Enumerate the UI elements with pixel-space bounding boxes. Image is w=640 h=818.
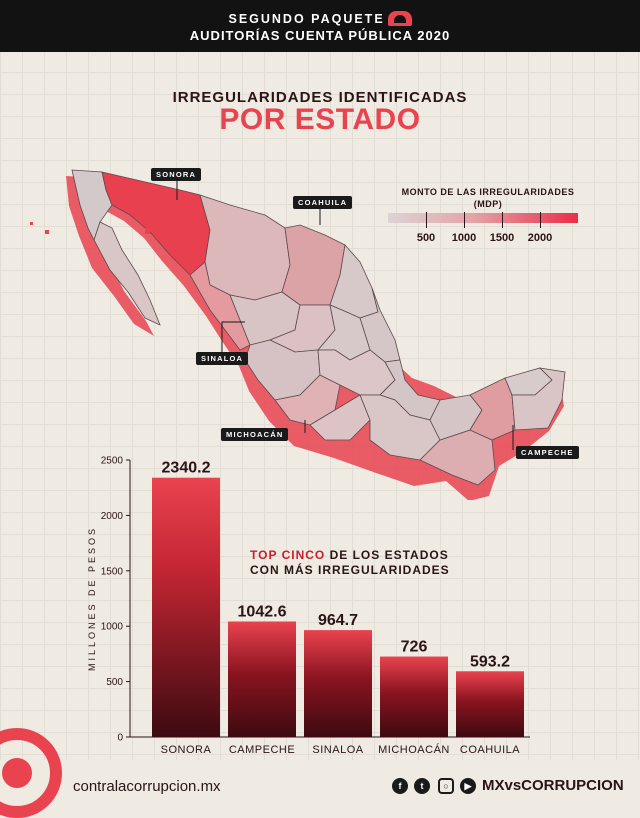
y-tick-label: 2500 bbox=[101, 456, 124, 467]
y-tick-label: 1000 bbox=[101, 622, 124, 633]
legend-title-line2: (MDP) bbox=[473, 199, 503, 209]
bar bbox=[152, 477, 220, 737]
bar-value-label: 726 bbox=[401, 639, 428, 656]
map-label-sonora: SONORA bbox=[151, 168, 202, 181]
footer: contralacorrupcion.mx f t ○ ▶ MXvsCORRUP… bbox=[0, 728, 640, 818]
state-michoacan bbox=[274, 374, 341, 426]
footer-url-link[interactable]: contralacorrupcion.mx bbox=[73, 778, 221, 795]
map-label-campeche: CAMPECHE bbox=[516, 446, 579, 459]
footer-handle[interactable]: MXvsCORRUPCION bbox=[482, 777, 624, 794]
x-tick-label: COAHUILA bbox=[460, 744, 520, 756]
legend-tick-label: 500 bbox=[416, 232, 436, 244]
bar-value-label: 2340.2 bbox=[162, 460, 211, 477]
state-sonora bbox=[101, 171, 211, 276]
header-bar: SEGUNDO PAQUETE DE AUDITORÍAS CUENTA PÚB… bbox=[0, 0, 640, 52]
x-tick-label: MICHOACÁN bbox=[378, 743, 450, 756]
map-label-sinaloa: SINALOA bbox=[196, 352, 249, 365]
bar-value-label: 964.7 bbox=[318, 612, 358, 629]
chart-annotation: TOP CINCO DE LOS ESTADOS CON MÁS IRREGUL… bbox=[250, 548, 450, 578]
bar-value-label: 1042.6 bbox=[238, 603, 287, 620]
chart-annotation-line1: TOP CINCO DE LOS ESTADOS bbox=[250, 548, 450, 563]
bar-chart: 0 500 1000 1500 2000 2500 MILLONES DE PESOS 23… bbox=[87, 456, 530, 756]
map-label-coahuila: COAHUILA bbox=[293, 196, 353, 209]
x-tick-label: SONORA bbox=[161, 744, 212, 756]
legend-tick-label: 1500 bbox=[489, 232, 515, 244]
instagram-icon[interactable]: ○ bbox=[438, 778, 454, 794]
bar-value-label: 593.2 bbox=[470, 653, 510, 670]
chart-annotation-line2: CON MÁS IRREGULARIDADES bbox=[250, 563, 450, 577]
y-tick-label: 500 bbox=[106, 677, 123, 688]
map-islands bbox=[30, 222, 150, 234]
state-quintana-roo bbox=[511, 367, 566, 431]
bar bbox=[228, 621, 296, 737]
header-line2: AUDITORÍAS CUENTA PÚBLICA 2020 bbox=[189, 28, 451, 43]
legend-tick bbox=[426, 212, 427, 228]
map-states bbox=[71, 169, 566, 486]
y-tick-label: 0 bbox=[117, 733, 123, 744]
mexico-map bbox=[30, 169, 566, 500]
legend-tick bbox=[464, 212, 465, 228]
state-baja-california-sur bbox=[93, 221, 161, 326]
bar bbox=[380, 656, 448, 737]
chart-annotation-highlight: TOP CINCO bbox=[250, 548, 326, 562]
youtube-icon[interactable]: ▶ bbox=[460, 778, 476, 794]
section-title: POR ESTADO bbox=[219, 103, 421, 136]
legend-tick-label: 2000 bbox=[527, 232, 553, 244]
legend-color-scale bbox=[388, 213, 578, 223]
twitter-icon[interactable]: t bbox=[414, 778, 430, 794]
map-label-michoacan: MICHOACÁN bbox=[221, 428, 289, 441]
section-subtitle: IRREGULARIDADES IDENTIFICADAS bbox=[172, 89, 468, 106]
y-axis-label: MILLONES DE PESOS bbox=[87, 526, 97, 671]
x-tick-label: SINALOA bbox=[312, 744, 363, 756]
y-tick-label: 2000 bbox=[101, 511, 124, 522]
legend-tick bbox=[502, 212, 503, 228]
x-tick-label: CAMPECHE bbox=[229, 744, 295, 756]
legend-tick-label: 1000 bbox=[451, 232, 477, 244]
legend-title: MONTO DE LAS IRREGULARIDADES (MDP) bbox=[380, 186, 596, 210]
bar bbox=[304, 630, 372, 737]
facebook-icon[interactable]: f bbox=[392, 778, 408, 794]
chart-annotation-rest: DE LOS ESTADOS bbox=[325, 548, 449, 562]
legend-title-line1: MONTO DE LAS IRREGULARIDADES bbox=[401, 187, 575, 197]
brand-logo-icon bbox=[388, 11, 412, 26]
state-chihuahua bbox=[199, 194, 291, 301]
y-tick-label: 1500 bbox=[101, 566, 124, 577]
header-line1: SEGUNDO PAQUETE DE bbox=[228, 12, 412, 26]
legend-tick bbox=[540, 212, 541, 228]
bar bbox=[456, 671, 524, 737]
